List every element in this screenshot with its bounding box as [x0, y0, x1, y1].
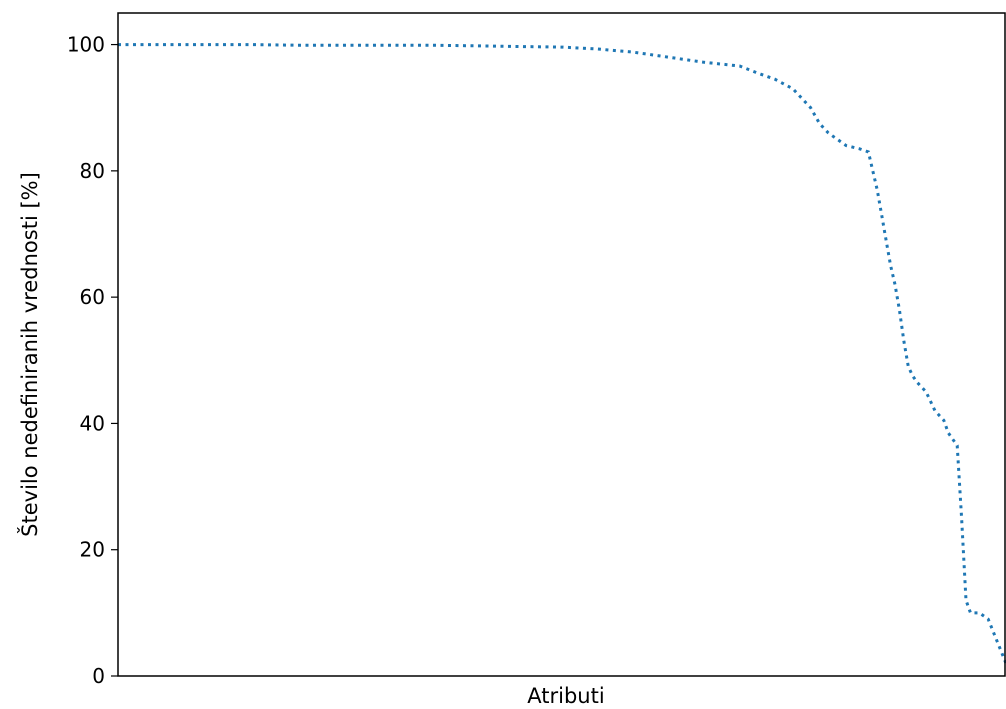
y-axis-ticks: 0 20 40 60 80 100: [67, 33, 118, 688]
y-axis-label: Število nedefiniranih vrednosti [%]: [17, 172, 42, 537]
y-tick-label: 80: [80, 159, 105, 183]
plot-frame: [117, 12, 1006, 677]
y-tick-label: 100: [67, 33, 105, 57]
y-tick-label: 20: [80, 538, 105, 562]
series-line: [118, 43, 1006, 664]
y-tick-label: 40: [80, 411, 105, 435]
y-tick-label: 0: [92, 664, 105, 688]
x-axis-label: Atributi: [527, 684, 604, 708]
y-tick-label: 60: [80, 285, 105, 309]
